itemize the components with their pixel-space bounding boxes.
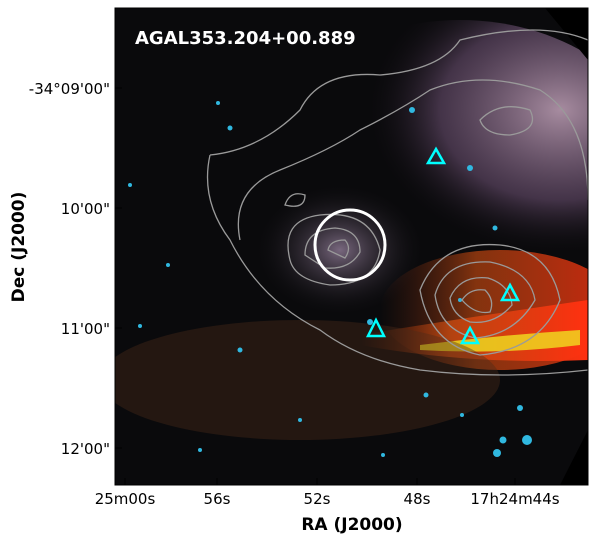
y-tick-label: 10'00" (61, 200, 110, 218)
x-tick-label: 25m00s (95, 490, 156, 508)
x-tick-label: 56s (204, 490, 231, 508)
triangle-markers (365, 146, 521, 345)
y-tick-label: 12'00" (61, 440, 110, 458)
y-tick-label: 11'00" (61, 320, 110, 338)
sky-image: AGAL353.204+00.889 (115, 8, 588, 485)
x-tick-label: 17h24m44s (470, 490, 559, 508)
x-axis-title: RA (J2000) (301, 515, 402, 535)
x-tick-label: 48s (404, 490, 431, 508)
stars (128, 101, 532, 457)
source-circle (313, 208, 387, 282)
frame (114, 7, 589, 486)
source-label: AGAL353.204+00.889 (135, 28, 356, 49)
y-axis-title: Dec (J2000) (9, 192, 29, 303)
x-tick-label: 52s (304, 490, 331, 508)
y-tick-label: -34°09'00" (29, 80, 110, 98)
tick-marks (115, 87, 516, 485)
contours (206, 29, 588, 376)
